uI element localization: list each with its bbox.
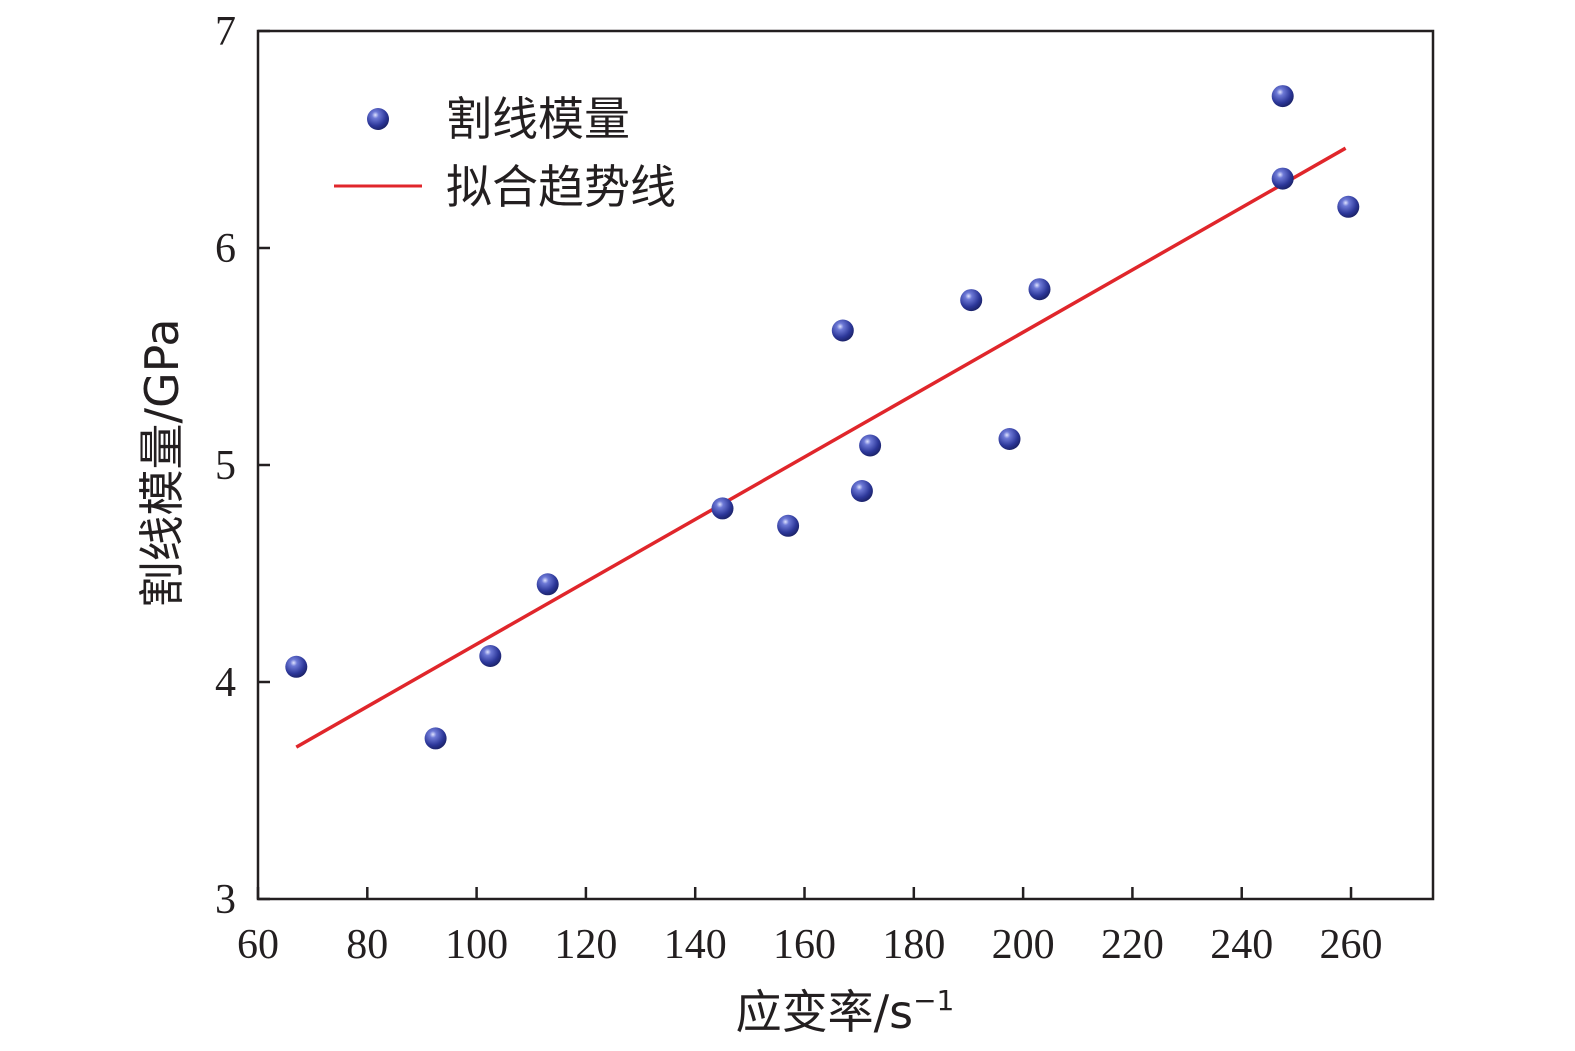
y-tick-label: 6 xyxy=(215,226,236,272)
data-point xyxy=(479,645,502,667)
trend-line xyxy=(295,146,1347,749)
x-tick-label: 120 xyxy=(554,922,617,968)
x-tick-label: 160 xyxy=(773,922,836,968)
data-point xyxy=(859,434,882,457)
data-point xyxy=(850,480,873,502)
legend-label-line: 拟合趋势线 xyxy=(446,160,676,214)
y-tick-label: 7 xyxy=(215,9,236,55)
x-tick-label: 200 xyxy=(992,922,1055,968)
series-lines xyxy=(295,146,1347,749)
data-point xyxy=(285,655,308,678)
legend: 割线模量 拟合趋势线 xyxy=(334,92,676,214)
y-tick-label: 4 xyxy=(215,660,236,706)
legend-marker-scatter xyxy=(367,108,389,130)
y-axis-title: 割线模量/GPa xyxy=(135,318,189,607)
series-points xyxy=(285,85,1360,750)
data-point xyxy=(424,727,447,750)
x-tick-label: 240 xyxy=(1210,922,1273,968)
plot-frame xyxy=(256,29,1435,901)
x-axis-title: 应变率/s−1 xyxy=(736,984,955,1039)
data-point xyxy=(711,497,734,520)
data-point xyxy=(536,573,559,596)
x-tick-label: 60 xyxy=(237,922,279,968)
y-axis-ticks: 3 4 5 6 7 xyxy=(215,9,270,923)
data-point xyxy=(1271,85,1294,108)
legend-label-scatter: 割线模量 xyxy=(446,92,630,146)
x-tick-label: 80 xyxy=(346,922,388,968)
data-point xyxy=(960,289,983,312)
x-tick-label: 100 xyxy=(445,922,508,968)
x-tick-label: 260 xyxy=(1320,922,1383,968)
x-tick-label: 180 xyxy=(882,922,945,968)
x-axis-title-superscript: −1 xyxy=(913,984,954,1017)
data-point xyxy=(777,514,800,537)
data-point xyxy=(998,428,1021,450)
data-point xyxy=(1337,195,1360,218)
x-axis-ticks: 60 80 100 120 140 160 180 200 220 240 260 xyxy=(237,887,1383,968)
data-point xyxy=(831,319,854,342)
y-tick-label: 5 xyxy=(215,443,236,489)
y-tick-label: 3 xyxy=(215,877,236,923)
data-point xyxy=(1271,167,1294,190)
data-point xyxy=(1028,278,1051,301)
x-tick-label: 140 xyxy=(664,922,727,968)
x-tick-label: 220 xyxy=(1101,922,1164,968)
